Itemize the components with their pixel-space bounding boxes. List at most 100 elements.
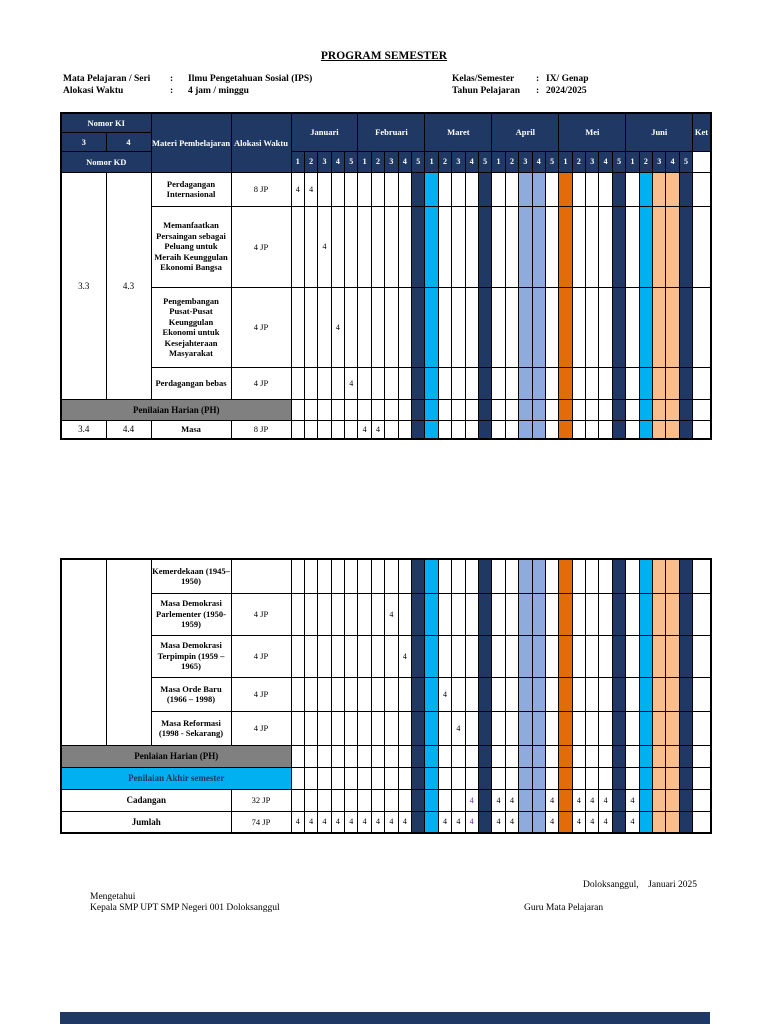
week-cell — [330, 710, 346, 746]
week-cell — [518, 592, 533, 636]
week-cell — [330, 366, 346, 400]
week-cell — [317, 744, 332, 768]
week-cell: 4 — [290, 810, 305, 834]
week-cell — [384, 419, 399, 440]
week-cell — [437, 171, 453, 207]
week-cell — [585, 710, 600, 746]
week-cell — [665, 810, 680, 834]
week-cell — [504, 676, 520, 712]
week-cell — [531, 766, 546, 790]
week-cell — [638, 286, 654, 368]
week-cell — [424, 398, 439, 421]
week-number-header: 3 — [518, 150, 533, 173]
ki3-cell — [60, 558, 107, 746]
materi-cell: Masa Demokrasi Terpimpin (1959 – 1965) — [150, 634, 232, 678]
materi-cell: Perdagangan bebas — [150, 366, 232, 400]
week-cell — [611, 558, 627, 594]
week-cell — [397, 366, 413, 400]
week-cell — [317, 286, 332, 368]
week-cell — [491, 766, 506, 790]
week-cell — [437, 366, 453, 400]
week-cell — [652, 592, 667, 636]
week-cell: 4 — [437, 810, 453, 834]
week-cell — [464, 558, 479, 594]
week-cell — [290, 419, 305, 440]
ket-cell — [692, 366, 712, 400]
week-cell — [464, 205, 479, 288]
week-cell — [625, 398, 640, 421]
meta-row-kelas-semester: Kelas/Semester : IX/ Genap — [452, 74, 589, 86]
week-cell — [330, 171, 346, 207]
materi-cell: Masa Reformasi (1998 - Sekarang) — [150, 710, 232, 746]
week-cell — [665, 766, 680, 790]
ket-cell — [692, 788, 712, 812]
week-cell — [504, 419, 520, 440]
table-row: Pengembangan Pusat-Pusat Keunggulan Ekon… — [61, 286, 712, 368]
week-cell: 4 — [544, 788, 560, 812]
week-cell: 4 — [625, 810, 640, 834]
week-cell — [598, 171, 613, 207]
week-cell: 4 — [344, 366, 359, 400]
week-cell — [558, 558, 573, 594]
week-cell — [504, 558, 520, 594]
week-cell — [598, 398, 613, 421]
week-cell — [518, 710, 533, 746]
week-cell — [451, 788, 466, 812]
week-cell — [451, 366, 466, 400]
week-cell: 4 — [491, 810, 506, 834]
week-cell — [665, 788, 680, 812]
meta-separator: : — [536, 85, 540, 96]
week-cell — [518, 676, 533, 712]
week-cell — [678, 171, 694, 207]
week-cell — [424, 710, 439, 746]
week-cell — [611, 676, 627, 712]
week-cell — [531, 419, 546, 440]
week-cell — [357, 788, 372, 812]
meta-separator: : — [170, 85, 174, 96]
week-cell — [518, 205, 533, 288]
week-cell — [638, 398, 654, 421]
week-cell — [290, 744, 305, 768]
week-cell — [558, 744, 573, 768]
week-cell — [678, 766, 694, 790]
week-cell — [652, 419, 667, 440]
week-cell — [397, 788, 413, 812]
week-cell — [585, 171, 600, 207]
week-cell — [290, 205, 305, 288]
meta-label: Tahun Pelajaran — [452, 85, 521, 96]
week-cell — [585, 676, 600, 712]
week-cell — [638, 634, 654, 678]
week-cell — [518, 788, 533, 812]
ki3-cell: 3.3 — [60, 171, 107, 400]
week-cell — [344, 592, 359, 636]
week-cell — [424, 766, 439, 790]
week-cell — [518, 398, 533, 421]
week-cell — [424, 419, 439, 440]
week-cell — [491, 419, 506, 440]
week-cell — [477, 676, 493, 712]
week-cell — [317, 592, 332, 636]
week-cell — [317, 398, 332, 421]
week-cell — [344, 558, 359, 594]
meta-row-mata-pelajaran: Mata Pelajaran / Seri : Ilmu Pengetahuan… — [63, 74, 312, 86]
week-cell — [477, 592, 493, 636]
week-cell — [585, 286, 600, 368]
week-cell — [518, 419, 533, 440]
jp-cell: 8 JP — [230, 171, 292, 207]
week-cell — [625, 205, 640, 288]
meta-block-left: Mata Pelajaran / Seri : Ilmu Pengetahuan… — [63, 74, 312, 97]
meta-value: 2024/2025 — [546, 85, 587, 96]
table-row: 3.3 4.3 Perdagangan Internasional 8 JP 4 4 — [60, 171, 712, 400]
week-cell — [585, 419, 600, 440]
week-cell — [411, 366, 426, 400]
week-cell — [290, 710, 305, 746]
week-cell — [290, 366, 305, 400]
week-cell — [491, 286, 506, 368]
week-cell — [397, 710, 413, 746]
week-cell — [397, 676, 413, 712]
week-cell — [370, 366, 386, 400]
week-cell — [504, 171, 520, 207]
week-cell — [652, 398, 667, 421]
week-cell: 4 — [370, 419, 386, 440]
week-cell — [518, 810, 533, 834]
